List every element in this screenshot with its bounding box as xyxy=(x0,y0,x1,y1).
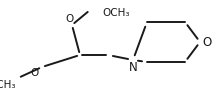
Text: N: N xyxy=(129,61,137,74)
Text: O: O xyxy=(202,36,211,48)
Text: O: O xyxy=(66,14,74,24)
Text: O: O xyxy=(31,68,39,78)
Text: OCH₃: OCH₃ xyxy=(102,8,130,18)
Text: OCH₃: OCH₃ xyxy=(0,80,16,90)
